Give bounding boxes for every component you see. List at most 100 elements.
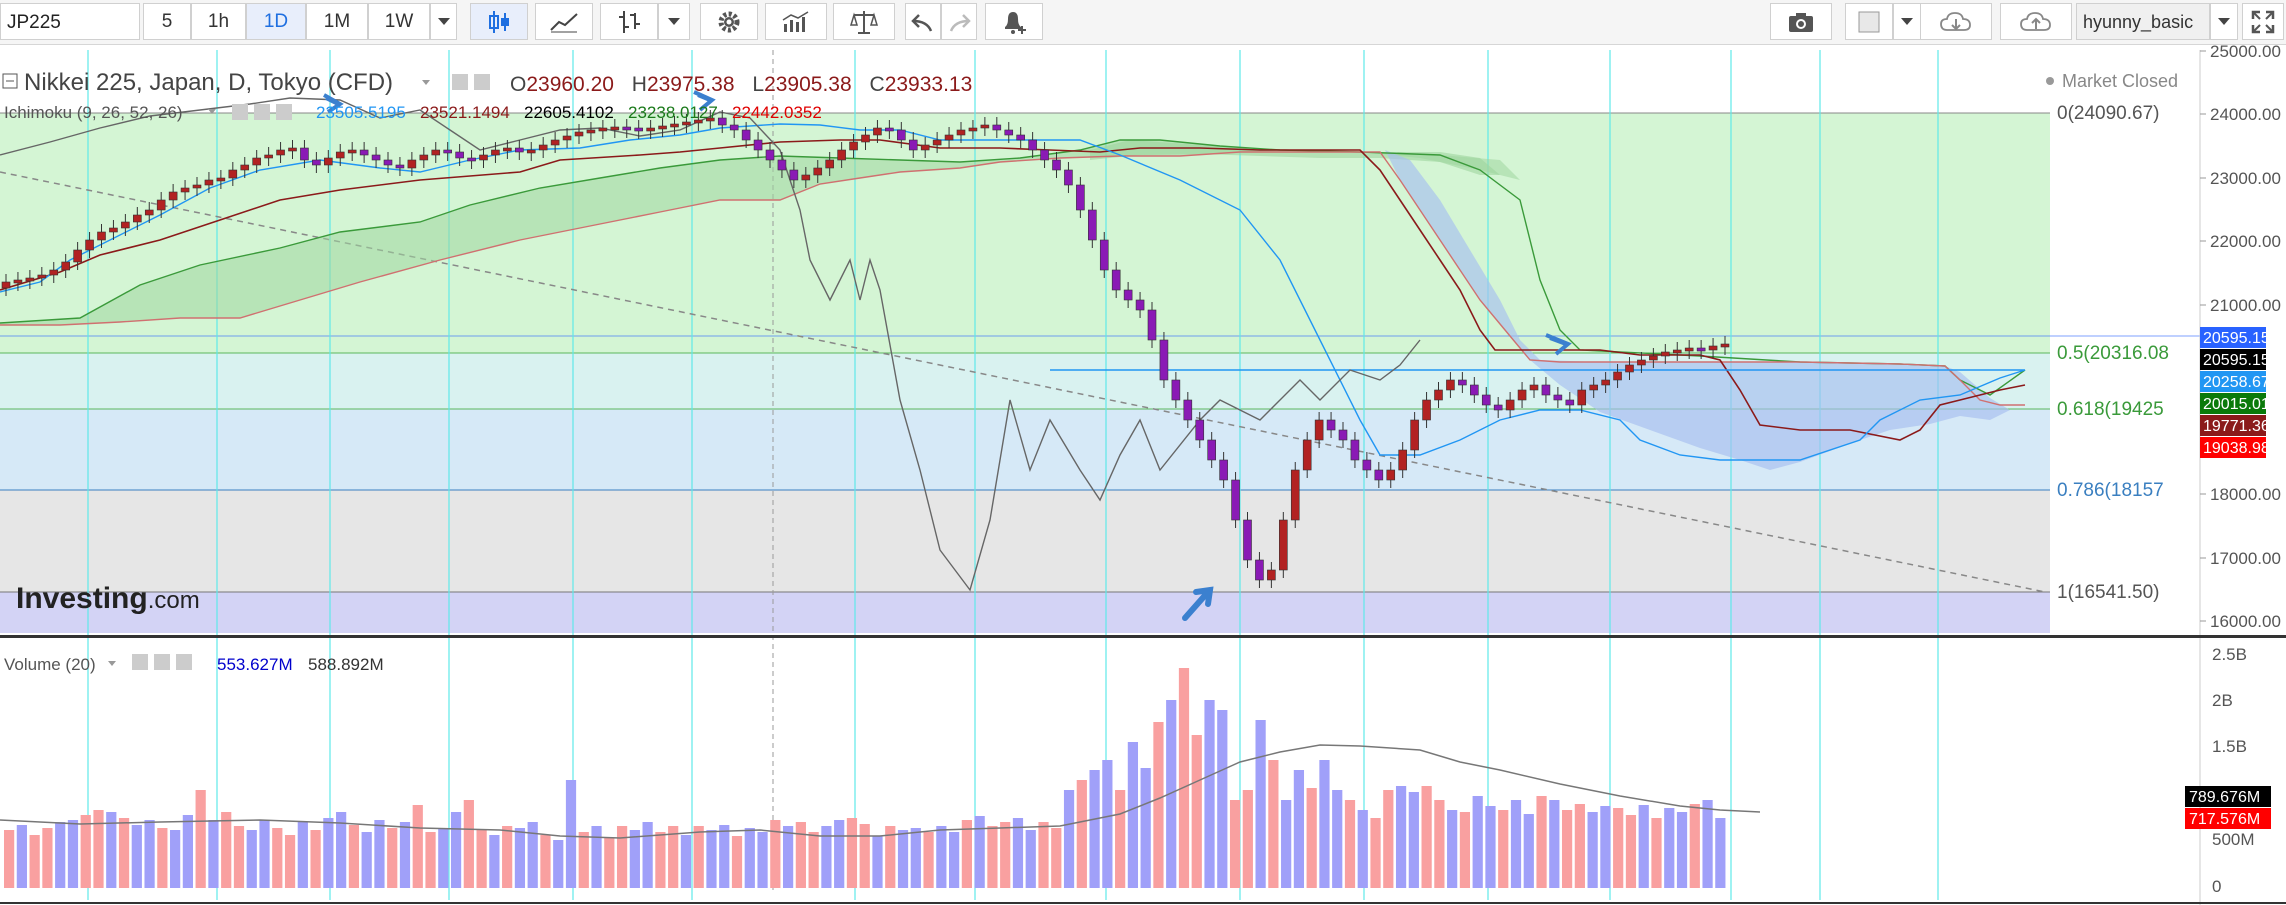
settings-small-icon[interactable]	[474, 74, 490, 90]
volume-bar	[131, 825, 142, 888]
volume-bar	[55, 822, 66, 888]
bars-icon[interactable]	[600, 3, 658, 40]
pane-divider[interactable]	[0, 635, 2286, 638]
volume-bar	[770, 820, 781, 888]
candle-body	[813, 167, 823, 176]
volume-bar	[1204, 700, 1215, 888]
gear-icon[interactable]	[700, 3, 758, 40]
interval-1m[interactable]: 1M	[306, 3, 368, 40]
ichimoku-dropdown-icon[interactable]	[208, 109, 216, 114]
volume-bar	[1689, 804, 1700, 888]
volume-bar	[489, 835, 500, 888]
candle-body	[920, 144, 930, 151]
candle-body	[455, 151, 464, 159]
candle-body	[109, 227, 118, 233]
volume-bar	[1702, 800, 1713, 888]
cloud-upload-icon[interactable]	[2000, 3, 2072, 40]
volume-bar	[1038, 822, 1049, 888]
fib-labels: 0(24090.67) 0.5(20316.08 0.618(19425 0.786(…	[2057, 103, 2169, 603]
volume-bar	[1178, 668, 1190, 888]
color-dropdown-icon[interactable]	[1893, 3, 1921, 40]
settings-small-icon[interactable]	[154, 654, 170, 670]
volume-bar	[1561, 810, 1573, 888]
candle-body	[1434, 389, 1443, 401]
volume-bar	[1051, 828, 1062, 888]
camera-icon[interactable]	[1770, 3, 1832, 40]
candle-body	[1028, 139, 1037, 151]
candle-body	[873, 127, 882, 136]
candle-body	[156, 199, 166, 211]
volume-bar	[578, 832, 589, 888]
price-chart[interactable]: Nikkei 225, Japan, D, Tokyo (CFD) O23960…	[0, 45, 2286, 905]
volume-bar	[1268, 760, 1279, 888]
volume-bar	[1063, 790, 1075, 888]
color-swatch-icon[interactable]	[1845, 3, 1893, 40]
volume-bar	[42, 828, 53, 888]
eye-icon[interactable]	[452, 74, 468, 90]
interval-5[interactable]: 5	[143, 3, 191, 40]
volume-bar	[949, 832, 960, 888]
volume-bar	[795, 822, 806, 888]
candle-body	[526, 149, 536, 154]
instrument-dropdown-icon[interactable]	[422, 80, 430, 85]
interval-dropdown-icon[interactable]	[430, 3, 457, 40]
price-badge: 20258.67	[2203, 374, 2270, 391]
volume-bar	[923, 832, 934, 888]
candle-body	[1016, 134, 1025, 141]
candle-body	[1290, 469, 1300, 521]
candle-body	[1481, 394, 1491, 406]
interval-1w[interactable]: 1W	[368, 3, 430, 40]
candle-body	[980, 124, 990, 129]
volume-bar	[540, 835, 551, 888]
eye-icon[interactable]	[132, 654, 148, 670]
candle-body	[1362, 459, 1372, 471]
volume-dropdown-icon[interactable]	[108, 661, 116, 666]
candle-body	[944, 134, 954, 141]
user-dropdown-icon[interactable]	[2210, 3, 2238, 40]
indicators-icon[interactable]	[765, 3, 827, 40]
redo-icon[interactable]	[941, 3, 977, 40]
candles-icon[interactable]	[470, 3, 528, 40]
fullscreen-icon[interactable]	[2242, 3, 2284, 40]
close-icon[interactable]	[276, 104, 292, 120]
volume-axis-label: 2.5B	[2212, 645, 2247, 664]
high-label: H	[632, 73, 647, 96]
candle-body	[300, 147, 309, 161]
volume-bar	[93, 810, 104, 888]
interval-1d[interactable]: 1D	[246, 3, 306, 40]
close-icon[interactable]	[176, 654, 192, 670]
volume-bar	[706, 830, 717, 888]
price-axis-label: 16000.00	[2210, 612, 2281, 631]
chart-toolbar: JP225 5 1h 1D 1M 1W	[0, 0, 2286, 45]
interval-1h[interactable]: 1h	[191, 3, 246, 40]
volume-bar	[872, 836, 883, 888]
eye-icon[interactable]	[232, 104, 248, 120]
volume-bar	[604, 838, 615, 888]
alert-icon[interactable]	[985, 3, 1043, 40]
username-label[interactable]: hyunny_basic	[2076, 3, 2210, 40]
compare-icon[interactable]	[833, 3, 895, 40]
low-value: 23905.38	[764, 73, 852, 96]
undo-icon[interactable]	[905, 3, 941, 40]
senkou-span-b	[0, 151, 2025, 406]
volume-bar	[642, 822, 653, 888]
price-badge-bg	[2200, 393, 2266, 414]
volume-axis-label: 2B	[2212, 691, 2233, 710]
volume-bar	[195, 790, 206, 888]
volume-bar	[1166, 700, 1177, 888]
candle-body	[825, 159, 834, 169]
symbol-input[interactable]: JP225	[0, 3, 140, 40]
candle-body	[1386, 469, 1396, 481]
volume-ma-line	[0, 744, 1761, 839]
cloud-download-icon[interactable]	[1920, 3, 1992, 40]
line-chart-icon[interactable]	[535, 3, 593, 40]
volume-bar	[323, 818, 334, 888]
settings-small-icon[interactable]	[254, 104, 270, 120]
price-badge: 20595.15	[2203, 330, 2270, 347]
volume-bar	[463, 800, 474, 888]
chart-type-dropdown-icon[interactable]	[658, 3, 690, 40]
volume-bar	[1293, 770, 1305, 888]
candle-body	[1195, 419, 1205, 441]
collapse-legend-icon[interactable]	[2, 73, 18, 89]
volume-bar	[974, 816, 985, 888]
